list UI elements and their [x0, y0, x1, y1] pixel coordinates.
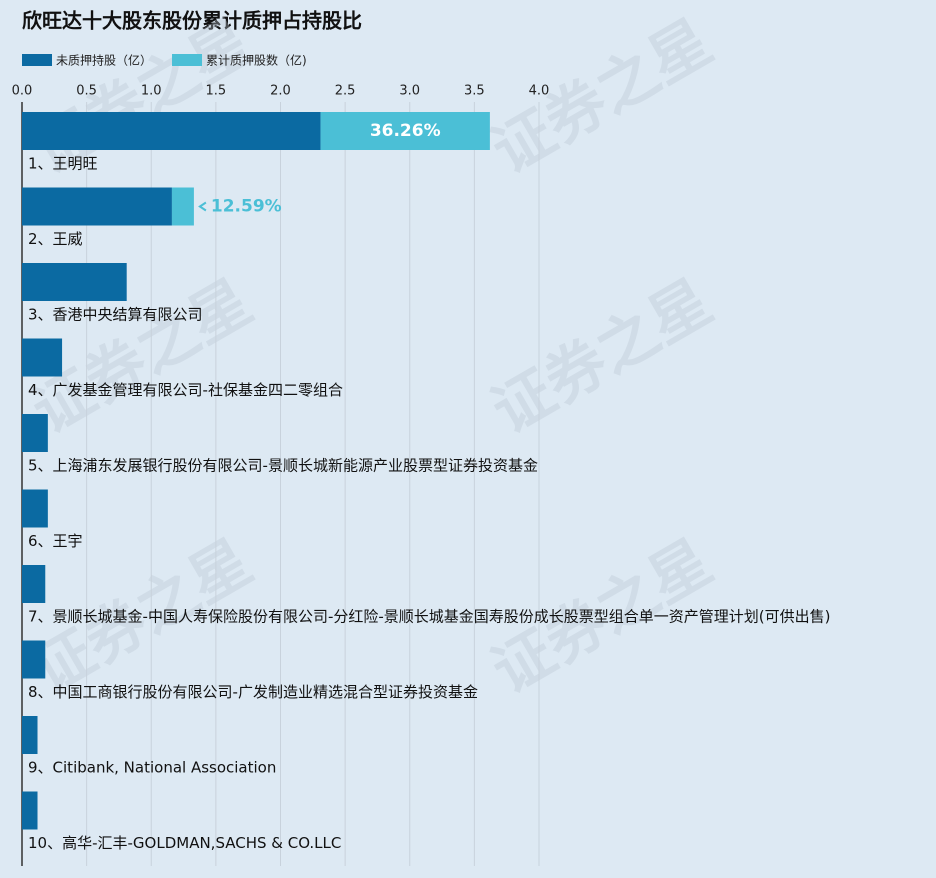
bar-segment — [22, 338, 63, 377]
bar-segment — [22, 489, 48, 528]
x-tick-label: 2.0 — [270, 84, 291, 99]
x-tick-label: 3.5 — [464, 84, 485, 99]
x-tick-label: 4.0 — [529, 84, 550, 99]
x-tick-label: 3.0 — [399, 84, 420, 99]
x-tick-label: 2.5 — [335, 84, 356, 99]
x-tick-label: 1.0 — [141, 84, 162, 99]
category-label: 3、香港中央结算有限公司 — [28, 306, 203, 324]
bar-segment — [320, 112, 490, 150]
category-label: 10、高华-汇丰-GOLDMAN,SACHS & CO.LLC — [28, 834, 341, 852]
bar-segment — [22, 414, 48, 452]
category-label: 8、中国工商银行股份有限公司-广发制造业精选混合型证券投资基金 — [28, 683, 478, 701]
category-label: 2、王威 — [28, 230, 83, 248]
category-label: 1、王明旺 — [28, 155, 98, 173]
x-tick-label: 1.5 — [206, 84, 227, 99]
bar-segment — [22, 112, 321, 150]
category-label: 9、Citibank, National Association — [28, 759, 276, 777]
category-label: 6、王宇 — [28, 532, 83, 550]
legend-label: 未质押持股（亿） — [56, 53, 152, 68]
watermark: 证券之星 — [481, 7, 724, 188]
x-tick-label: 0.0 — [12, 84, 33, 99]
legend-swatch — [172, 54, 203, 66]
category-label: 5、上海浦东发展银行股份有限公司-景顺长城新能源产业股票型证券投资基金 — [28, 457, 538, 475]
watermark: 证券之星 — [481, 267, 724, 448]
bar-segment — [22, 791, 38, 830]
ratio-label: 36.26% — [370, 121, 441, 141]
legend-swatch — [22, 54, 52, 66]
bar-segment — [22, 716, 38, 754]
bar-segment — [22, 640, 46, 679]
category-label: 4、广发基金管理有限公司-社保基金四二零组合 — [28, 381, 343, 399]
chart-title: 欣旺达十大股东股份累计质押占持股比 — [22, 9, 362, 33]
ratio-arrow — [198, 201, 207, 212]
bar-segment — [22, 565, 46, 603]
bar-segment — [22, 263, 127, 301]
bar-segment — [22, 187, 172, 226]
category-label: 7、景顺长城基金-中国人寿保险股份有限公司-分红险-景顺长城基金国寿股份成长股票… — [28, 608, 831, 626]
ratio-label: 12.59% — [211, 197, 282, 217]
bar-segment — [171, 187, 194, 226]
x-tick-label: 0.5 — [76, 84, 97, 99]
legend-label: 累计质押股数（亿) — [206, 53, 307, 68]
